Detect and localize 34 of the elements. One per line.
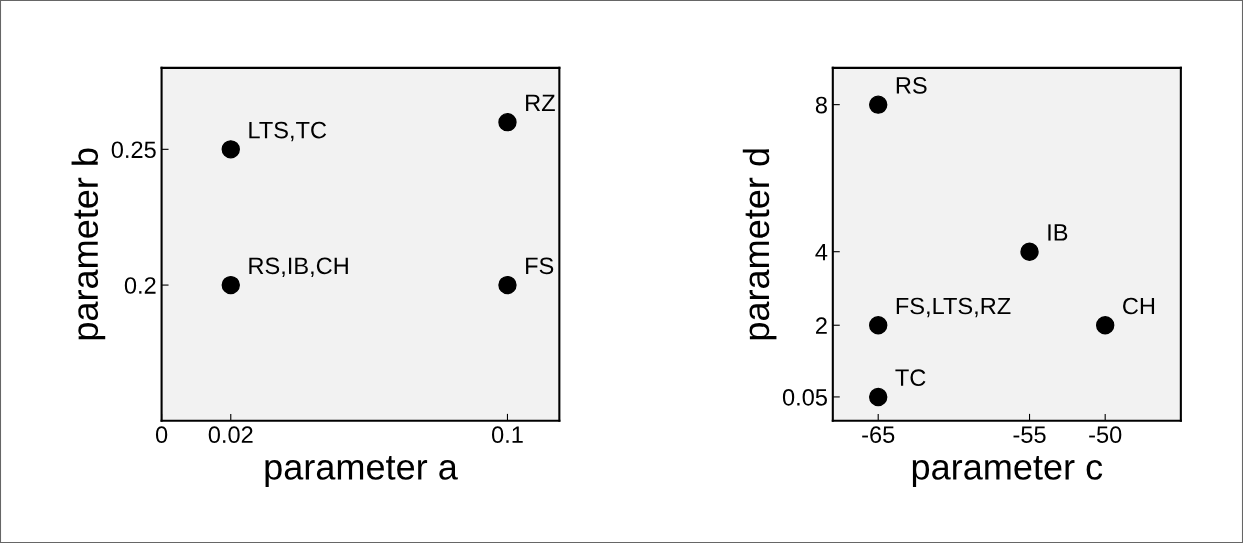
- y-tick-label: 4: [815, 244, 828, 261]
- x-tick-label: -50: [1089, 426, 1122, 444]
- y-tick-label: 0.05: [782, 389, 827, 406]
- point: [1095, 316, 1115, 335]
- point: [498, 275, 517, 295]
- y-tick-label: 0.25: [111, 141, 156, 159]
- y-tick-label: 2: [816, 317, 827, 334]
- point: [869, 95, 888, 114]
- annotation: LTS,TC: [249, 121, 327, 142]
- x-axis-title: parameter a: [265, 456, 458, 487]
- annotation: IB: [1048, 224, 1068, 241]
- x-tick-label: -65: [862, 426, 895, 444]
- x-tick-label: 0: [155, 426, 168, 444]
- x-axis-title: parameter c: [912, 456, 1103, 487]
- x-tick-label: 0.02: [208, 426, 253, 444]
- annotation: RS,IB,CH: [249, 257, 348, 277]
- y-tick-label: 0.2: [124, 277, 156, 294]
- y-tick-label: 8: [815, 96, 827, 114]
- y-axis-title: parameter b: [71, 148, 106, 340]
- annotation: FS,LTS,RZ: [896, 297, 1011, 318]
- x-tick-label: -55: [1013, 426, 1046, 444]
- annotation: TC: [895, 369, 926, 387]
- annotation: CH: [1123, 297, 1155, 315]
- annotation: FS: [526, 257, 554, 275]
- x-tick-label: 0.1: [491, 426, 523, 444]
- point: [869, 387, 888, 407]
- y-axis-title: parameter d: [742, 149, 777, 340]
- point: [498, 112, 517, 132]
- point: [869, 316, 888, 335]
- point: [221, 275, 240, 295]
- annotation: RS: [896, 77, 927, 94]
- point: [1020, 242, 1039, 261]
- annotation: RZ: [526, 94, 555, 112]
- point: [221, 140, 240, 159]
